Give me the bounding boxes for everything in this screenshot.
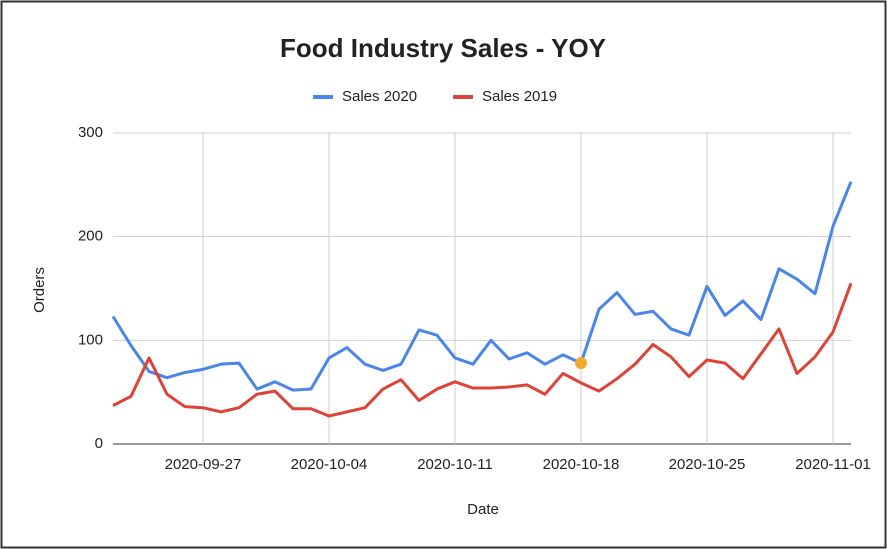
y-tick-label: 100 (78, 331, 103, 348)
y-tick-label: 200 (78, 228, 103, 245)
x-tick-label: 2020-10-11 (417, 456, 493, 473)
x-tick-label: 2020-10-25 (669, 456, 746, 473)
x-tick-label: 2020-11-01 (795, 456, 871, 473)
x-tick-label: 2020-09-27 (165, 456, 242, 473)
x-tick-label: 2020-10-04 (291, 456, 368, 473)
series-line (112, 282, 853, 418)
x-tick-label: 2020-10-18 (543, 456, 620, 473)
legend-label: Sales 2020 (342, 88, 417, 105)
y-tick-label: 0 (95, 435, 103, 452)
x-axis-label: Date (467, 501, 499, 518)
highlight-point (575, 357, 587, 370)
chart-title: Food Industry Sales - YOY (280, 33, 606, 63)
legend-label: Sales 2019 (482, 88, 557, 105)
y-axis-label: Orders (31, 267, 48, 313)
y-tick-label: 300 (78, 124, 103, 141)
series-line (111, 181, 853, 392)
